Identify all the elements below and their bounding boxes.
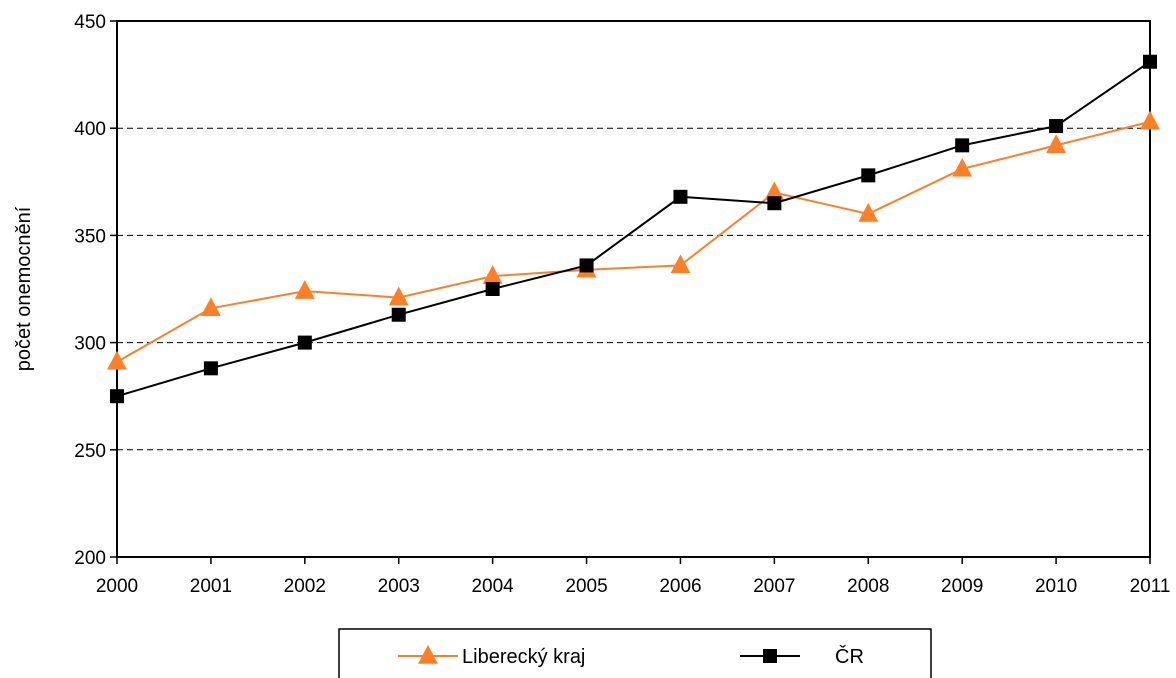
x-tick-label: 2007 [753,576,795,597]
legend-marker [418,644,438,664]
series-2 [110,54,1157,404]
legend-entry-1: Liberecký kraj [398,644,585,668]
data-point [1143,54,1157,69]
x-tick-label: 2003 [378,576,420,597]
x-tick-label: 2001 [190,576,232,597]
data-point [485,282,500,296]
data-point [294,280,315,299]
y-tick-label: 450 [74,12,106,33]
x-tick-label: 2005 [565,576,607,597]
x-tick-label: 2004 [471,576,514,597]
legend-label: Liberecký kraj [462,646,585,668]
x-tick-label: 2006 [659,576,701,597]
x-tick-label: 2009 [941,576,983,597]
x-tick-label: 2010 [1035,576,1077,597]
series-layer [107,54,1160,404]
data-point [1049,119,1064,134]
data-point [388,286,409,306]
y-tick-label: 400 [74,119,106,140]
y-tick-label: 350 [74,226,106,247]
data-point [297,335,312,350]
y-tick-label: 200 [74,548,106,569]
legend: Liberecký kraj ČR [338,628,932,678]
data-point [110,389,124,404]
y-axis-title: počet onemocnění [13,206,35,371]
data-point [200,297,221,317]
data-point [673,189,688,204]
x-tick-label: 2000 [96,576,138,597]
x-tick-label: 2002 [284,576,326,597]
legend-label: ČR [835,645,864,668]
series-line [116,60,1151,398]
data-point [203,361,218,376]
data-point [858,202,879,222]
series-line [116,120,1151,363]
y-tick-label: 300 [74,334,106,355]
data-point [1046,134,1067,154]
legend-marker [763,649,777,663]
data-point [955,138,970,153]
data-point [579,258,594,273]
legend-entry-2: ČR [740,645,864,668]
x-tick-label: 2008 [847,576,889,597]
x-axis-ticks: 2000 2001 2002 2003 2004 2005 2006 2007 2008 2009… [96,557,1171,597]
data-point [767,196,782,211]
y-axis-ticks: 200 250 300 350 400 450 [74,12,117,569]
data-point [391,307,406,322]
plot-area-frame [116,20,1151,558]
x-tick-label: 2011 [1130,576,1171,597]
data-point [1140,110,1160,130]
y-tick-label: 250 [74,441,106,462]
series-1 [107,110,1160,370]
legend-box [338,628,932,678]
data-point [952,157,973,177]
data-point [107,350,127,370]
gridlines [117,127,1150,451]
data-point [861,168,876,183]
data-point [670,254,691,274]
